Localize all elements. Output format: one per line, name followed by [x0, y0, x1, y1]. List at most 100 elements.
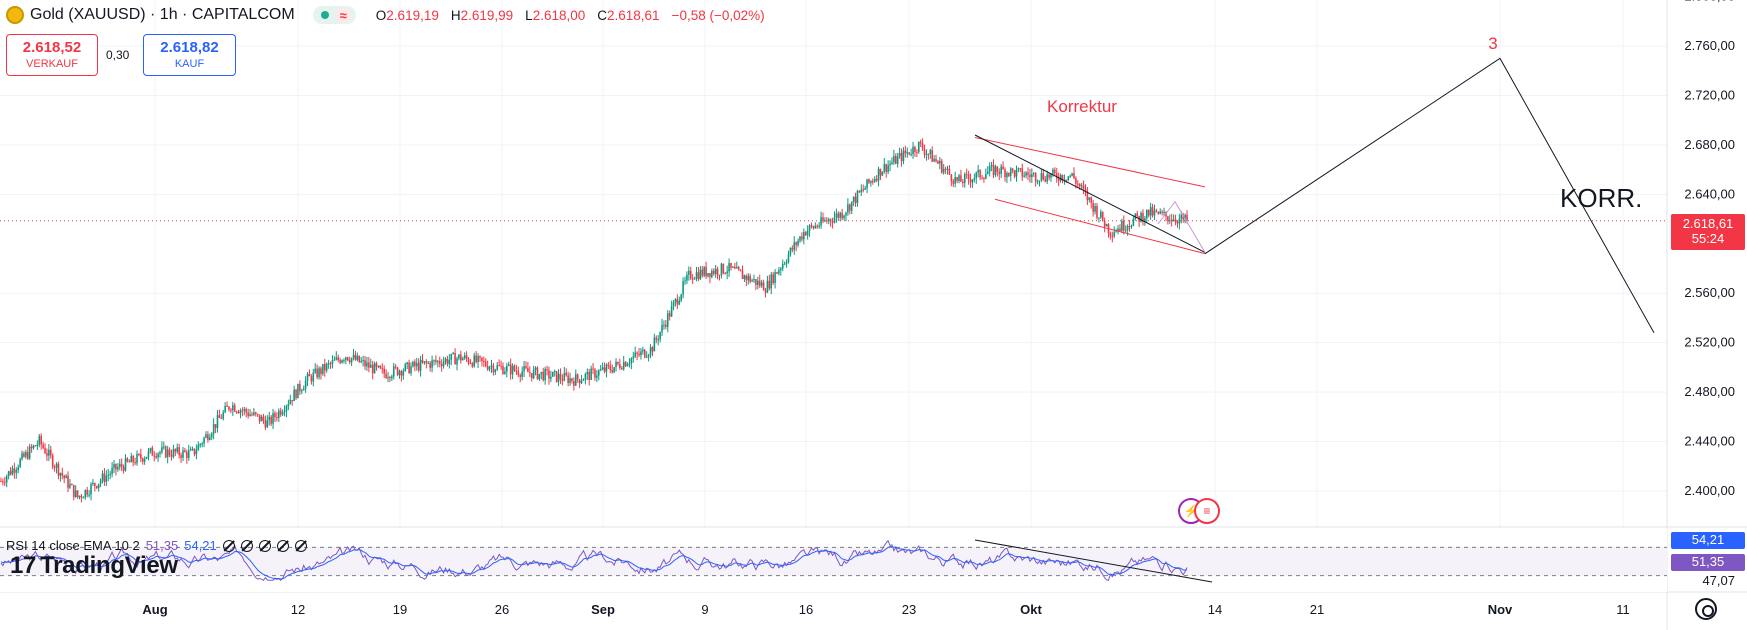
- candle-body: [929, 150, 932, 155]
- candle-body: [776, 272, 778, 274]
- candle-body: [996, 166, 999, 173]
- candle-body: [220, 417, 223, 419]
- candle-body: [1032, 173, 1035, 175]
- candle-body: [431, 360, 433, 368]
- candle-body: [103, 473, 106, 482]
- candle-body: [714, 268, 717, 274]
- candle-body: [916, 151, 918, 153]
- candle-body: [28, 446, 31, 459]
- candle-body: [517, 371, 520, 376]
- candle-body: [651, 347, 654, 352]
- visibility-icon[interactable]: [240, 539, 253, 552]
- candle-body: [910, 154, 912, 156]
- rsi-trend-line: [974, 539, 1213, 583]
- candle-body: [638, 353, 640, 356]
- candle-body: [1008, 172, 1010, 176]
- candle-body: [942, 168, 945, 173]
- candle-body: [1113, 232, 1116, 237]
- candle-body: [789, 248, 792, 255]
- candle-body: [1172, 219, 1175, 222]
- candle-body: [617, 361, 619, 364]
- candle-body: [965, 174, 968, 176]
- trend-line: [974, 134, 1206, 253]
- candle-body: [210, 433, 213, 438]
- market-status-pill[interactable]: ≈: [312, 6, 356, 24]
- visibility-icon[interactable]: [222, 539, 235, 552]
- candle-body: [55, 463, 58, 468]
- candle-body: [927, 153, 930, 155]
- candle-body: [578, 379, 581, 384]
- candle-body: [900, 152, 903, 162]
- candle-body: [260, 416, 263, 422]
- candle-body: [1004, 169, 1006, 178]
- rsi-value-tag: 51,35: [1671, 554, 1745, 571]
- candle-body: [695, 272, 698, 279]
- event-markers[interactable]: ⚡ ≡: [1178, 498, 1220, 524]
- sell-button[interactable]: 2.618,52 VERKAUF: [6, 34, 98, 76]
- candle-body: [553, 371, 556, 373]
- candle-body: [375, 363, 378, 367]
- tradingview-logo[interactable]: 17 TradingView: [10, 552, 178, 580]
- visibility-icon[interactable]: [258, 539, 271, 552]
- candle-body: [433, 360, 435, 362]
- candle-body: [373, 363, 376, 374]
- candle-body: [862, 189, 865, 191]
- candle-body: [360, 361, 362, 363]
- candle-body: [241, 410, 244, 412]
- wave-3-label: 3: [1488, 34, 1497, 53]
- buy-button[interactable]: 2.618,82 KAUF: [143, 34, 236, 76]
- candle-body: [735, 266, 738, 269]
- visibility-icon[interactable]: [294, 539, 307, 552]
- candle-body: [415, 362, 418, 367]
- symbol-header: Gold (XAUUSD) · 1h · CAPITALCOM ≈ O2.619…: [6, 4, 765, 26]
- rsi-legend[interactable]: RSI 14 close EMA 10 2 51,35 54,21: [6, 538, 307, 553]
- candle-body: [1031, 174, 1033, 178]
- candle-body: [9, 471, 12, 475]
- candle-body: [283, 411, 286, 413]
- candle-body: [1103, 220, 1106, 227]
- candle-body: [567, 375, 569, 384]
- candle-body: [998, 172, 1001, 174]
- candle-body: [425, 361, 428, 364]
- candle-body: [61, 473, 64, 476]
- symbol-title[interactable]: Gold (XAUUSD) · 1h · CAPITALCOM: [30, 6, 295, 23]
- candle-body: [130, 456, 133, 463]
- candle-body: [1176, 221, 1179, 224]
- candle-body: [1054, 169, 1056, 174]
- candle-body: [818, 225, 820, 227]
- candle-body: [314, 368, 317, 373]
- candle-body: [477, 356, 479, 362]
- rsi-axis-tick: 47,07: [1702, 573, 1735, 588]
- candle-body: [935, 158, 937, 162]
- candle-body: [657, 339, 659, 341]
- candle-body: [481, 357, 483, 361]
- candle-body: [1142, 212, 1144, 222]
- candle-body: [327, 363, 330, 365]
- candle-body: [678, 300, 681, 305]
- candle-body: [1094, 205, 1096, 212]
- candle-body: [879, 168, 882, 176]
- candle-body: [580, 380, 583, 384]
- us-flag-icon[interactable]: ≡: [1194, 498, 1220, 524]
- candle-body: [180, 455, 182, 458]
- visibility-icon[interactable]: [276, 539, 289, 552]
- rsi-pane-bg: [0, 528, 1667, 592]
- candle-body: [0, 481, 2, 483]
- candle-body: [182, 450, 184, 458]
- candle-body: [852, 196, 855, 202]
- candle-body: [189, 449, 192, 451]
- candle-body: [739, 269, 742, 272]
- candle-body: [84, 489, 87, 498]
- candle-body: [207, 434, 209, 440]
- candle-body: [670, 306, 673, 317]
- settings-icon[interactable]: [1695, 598, 1717, 620]
- candle-body: [23, 453, 25, 457]
- candle-body: [611, 369, 614, 373]
- candle-body: [881, 171, 884, 176]
- candle-body: [601, 367, 604, 370]
- candle-body: [438, 360, 441, 365]
- candle-body: [122, 466, 125, 471]
- candle-body: [1071, 173, 1073, 176]
- sell-label: VERKAUF: [26, 58, 78, 70]
